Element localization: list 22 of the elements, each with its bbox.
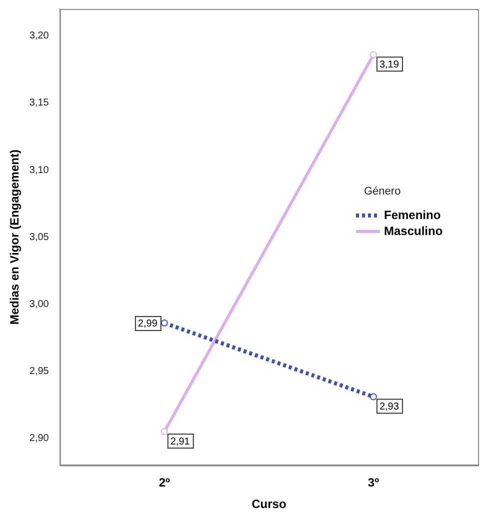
point bbox=[160, 428, 168, 436]
y-axis-title: Medias en Vigor (Engagement) bbox=[8, 150, 22, 325]
y-tick-label: 3,20 bbox=[29, 30, 50, 42]
legend-label: Masculino bbox=[384, 224, 443, 238]
x-tick-label: 2º bbox=[158, 476, 171, 490]
legend-label: Femenino bbox=[384, 208, 441, 222]
data-label: 2,91 bbox=[170, 436, 190, 448]
point bbox=[370, 393, 377, 400]
y-tick-label: 3,10 bbox=[29, 164, 50, 176]
y-tick-label: 2,95 bbox=[29, 366, 50, 378]
point bbox=[160, 319, 168, 326]
data-label: 2,93 bbox=[379, 402, 400, 413]
x-tick-label: 3º bbox=[368, 476, 380, 490]
y-tick-label: 3,00 bbox=[29, 298, 50, 310]
x-axis-title: Curso bbox=[252, 497, 286, 512]
legend-title: Género bbox=[364, 186, 401, 198]
data-label: 2,99 bbox=[138, 318, 158, 330]
y-tick-label: 3,15 bbox=[29, 98, 50, 109]
point bbox=[370, 51, 377, 58]
y-tick-label: 3,05 bbox=[29, 232, 50, 243]
data-label: 3,19 bbox=[379, 59, 400, 70]
y-tick-label: 2,90 bbox=[29, 433, 50, 444]
